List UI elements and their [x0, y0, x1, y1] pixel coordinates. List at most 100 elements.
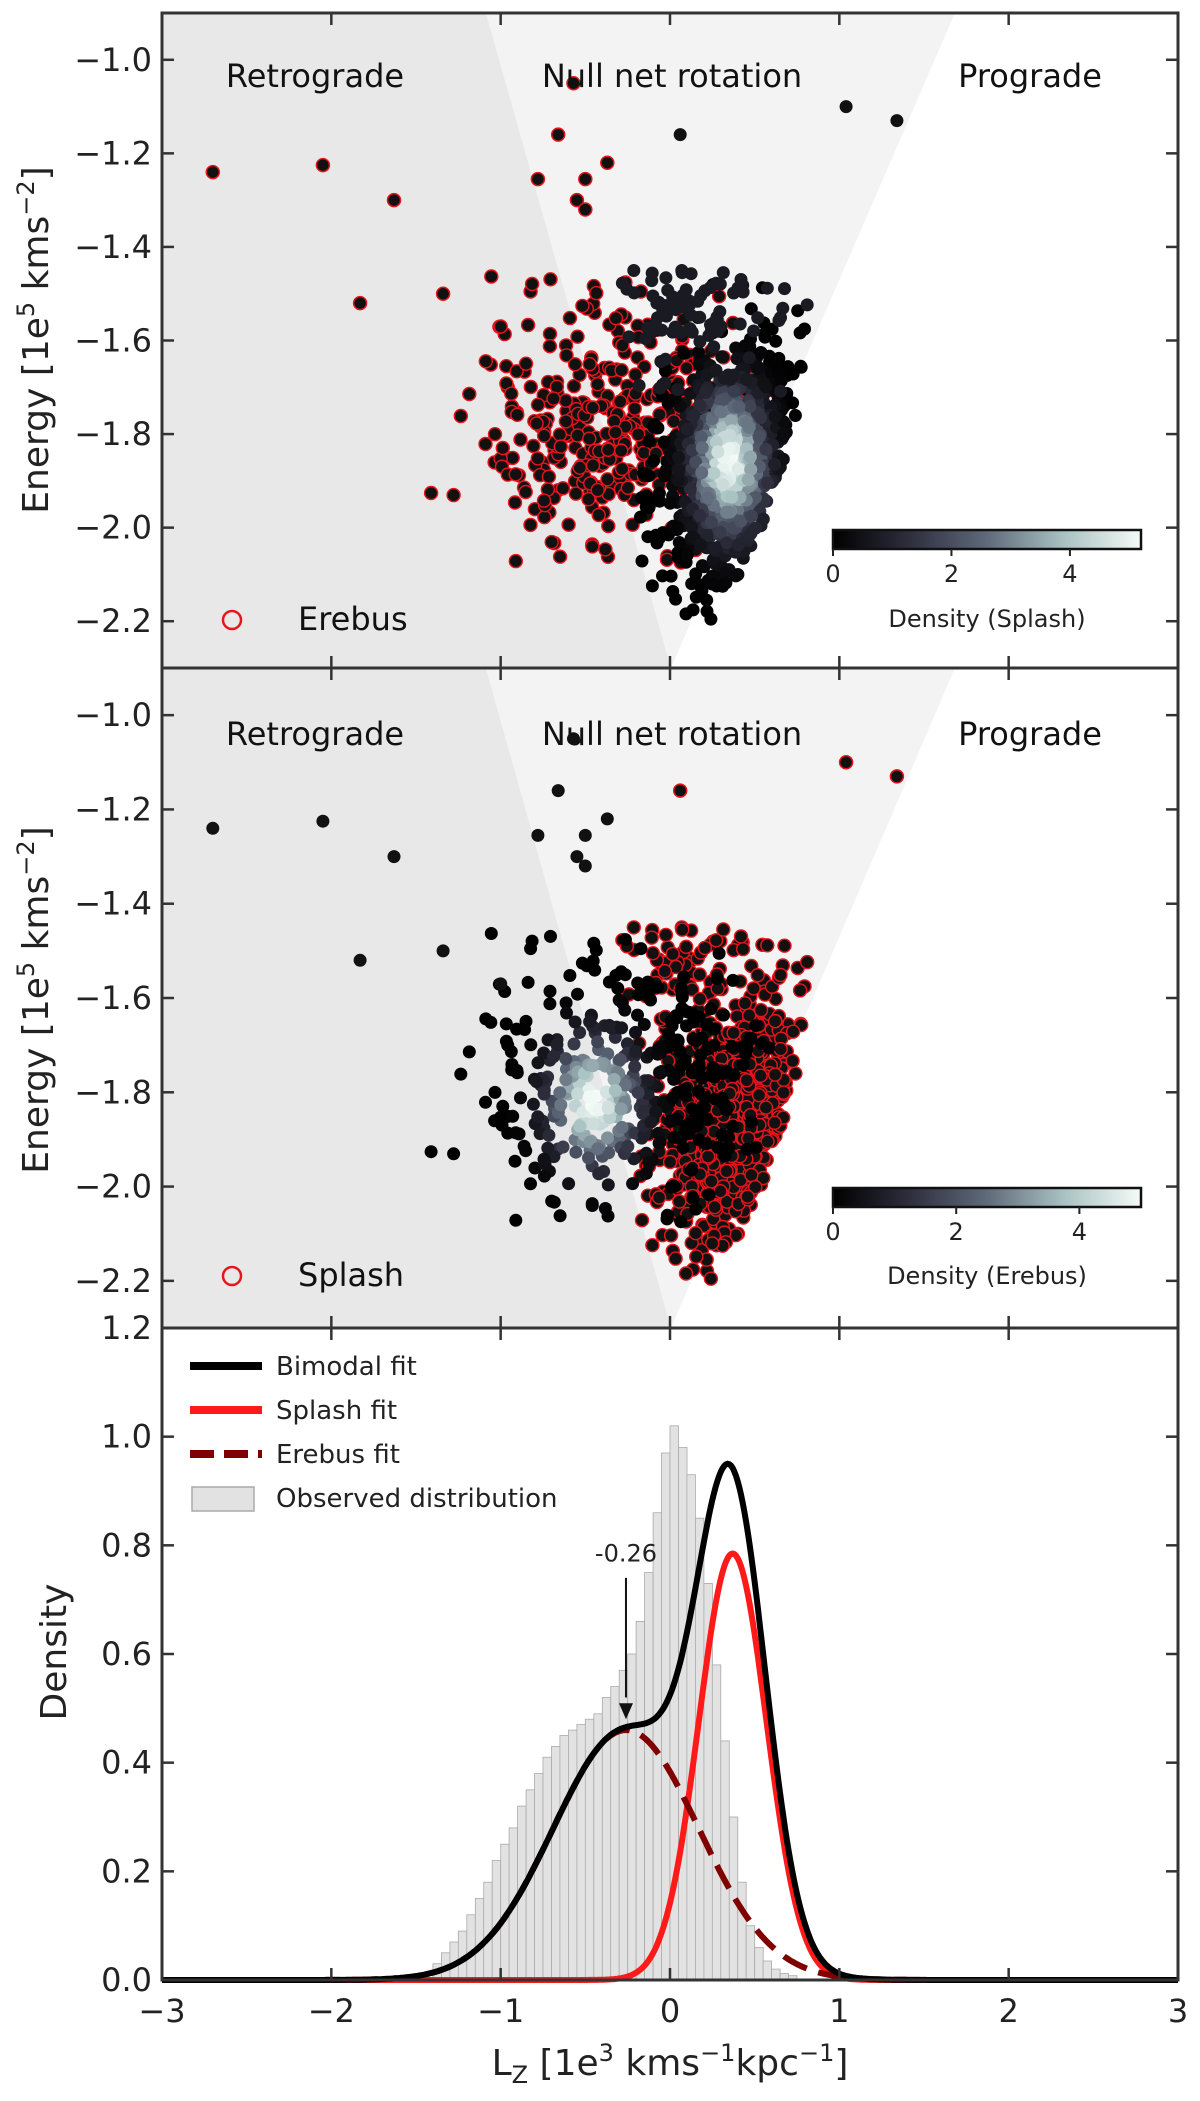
colorbar-tick-label: 4	[1062, 560, 1077, 588]
highlighted-star	[614, 363, 629, 378]
highlighted-star	[742, 1008, 757, 1023]
density-star	[607, 1073, 621, 1086]
density-star	[667, 1179, 681, 1193]
highlighted-star	[542, 339, 558, 354]
density-star	[609, 969, 623, 982]
density-star	[786, 396, 800, 410]
density-star	[674, 1215, 688, 1229]
density-star	[664, 569, 678, 583]
density-star	[586, 1059, 600, 1073]
legend-marker-splash	[221, 1265, 243, 1287]
density-star	[777, 427, 790, 441]
highlighted-star	[570, 428, 585, 443]
histogram-bar	[551, 1746, 561, 1981]
highlighted-star	[568, 486, 584, 501]
density-star	[707, 340, 721, 354]
outlier-star	[673, 128, 687, 142]
colorbar-label-splash: Density (Splash)	[888, 605, 1085, 633]
highlighted-star	[529, 416, 544, 431]
density-star	[651, 980, 664, 994]
legend-marker-erebus	[221, 609, 243, 631]
density-star	[514, 1091, 527, 1105]
density-star	[642, 1155, 656, 1169]
fit-legend: Bimodal fit Splash fit Erebus fit Observ…	[190, 1352, 558, 1514]
histogram-bar	[711, 1664, 722, 1981]
highlighted-star	[665, 946, 680, 962]
highlighted-star	[740, 1189, 755, 1204]
outlier-star	[494, 977, 508, 991]
density-star	[571, 987, 584, 1001]
y-tick-label: −2.2	[74, 602, 152, 640]
density-star	[575, 956, 589, 970]
highlighted-star	[748, 1179, 763, 1195]
density-star	[649, 319, 663, 333]
legend-label-erebus: Erebus	[298, 600, 408, 638]
density-star	[705, 577, 719, 591]
density-star	[754, 411, 768, 425]
highlighted-star	[508, 553, 523, 569]
density-star	[704, 1002, 718, 1016]
density-star	[748, 521, 762, 535]
density-star	[499, 1017, 513, 1031]
highlighted-star	[446, 487, 461, 503]
density-star	[685, 1066, 699, 1080]
density-star	[679, 1089, 693, 1103]
density-star	[680, 548, 694, 562]
highlighted-star	[679, 361, 694, 376]
density-star	[768, 410, 782, 423]
density-star	[637, 466, 651, 480]
density-star	[652, 486, 666, 500]
density-star	[756, 512, 770, 526]
density-star	[658, 307, 672, 321]
highlighted-star	[570, 329, 585, 344]
density-star	[647, 454, 661, 468]
density-star	[680, 422, 694, 436]
density-star	[659, 271, 673, 285]
density-star	[676, 1141, 690, 1155]
histogram-bar	[559, 1735, 569, 1981]
density-star	[713, 525, 727, 539]
density-star	[652, 1136, 666, 1150]
density-star	[667, 1130, 681, 1144]
density-star	[734, 514, 748, 528]
density-star	[629, 1045, 643, 1058]
outlier-star	[435, 286, 451, 301]
density-star	[686, 1191, 700, 1205]
density-star	[615, 996, 629, 1010]
y-tick-label: −1.8	[74, 1073, 152, 1111]
density-star	[615, 1120, 629, 1134]
density-star	[637, 1018, 651, 1031]
density-star	[615, 1021, 629, 1035]
x-axis-label: LZ [1e3 kms−1kpc−1]	[492, 2039, 849, 2089]
highlighted-star	[544, 534, 559, 550]
density-star	[620, 282, 634, 296]
highlighted-star	[627, 401, 642, 416]
density-star	[547, 1050, 560, 1064]
density-star	[711, 445, 725, 459]
highlighted-star	[737, 996, 753, 1011]
highlighted-star	[558, 414, 574, 429]
legend-label-splash-fit: Splash fit	[276, 1396, 397, 1426]
density-star	[508, 1154, 522, 1168]
density-star	[671, 473, 685, 487]
highlighted-star	[513, 432, 528, 447]
density-star	[542, 1128, 556, 1142]
outlier-star	[838, 755, 854, 770]
density-star	[631, 1086, 645, 1100]
y-tick-label: −1.2	[74, 134, 152, 172]
density-star	[693, 335, 707, 349]
highlighted-star	[518, 484, 533, 500]
highlighted-star	[613, 394, 628, 409]
density-star	[791, 304, 805, 318]
density-star	[744, 1031, 758, 1045]
density-star	[725, 1040, 739, 1054]
density-star	[700, 529, 714, 543]
outlier-star	[353, 953, 367, 967]
density-star	[499, 1034, 513, 1048]
highlighted-star	[562, 310, 578, 326]
density-star	[637, 1104, 651, 1118]
y-tick-label: −1.6	[74, 322, 152, 360]
density-star	[693, 310, 707, 324]
density-star	[672, 464, 686, 478]
highlighted-star	[688, 1225, 703, 1241]
